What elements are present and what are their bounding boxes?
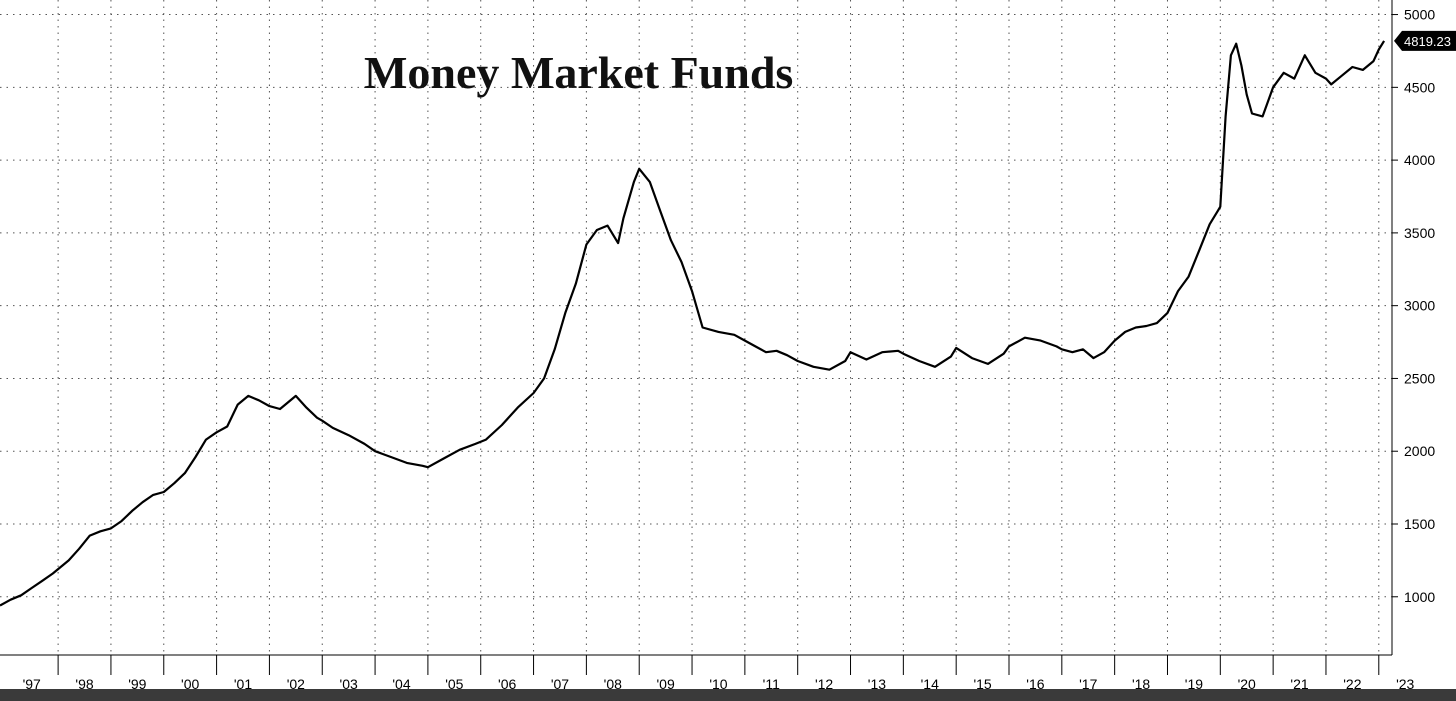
last-value-badge: 4819.23	[1394, 30, 1456, 51]
y-tick-label: 1500	[1404, 516, 1435, 532]
y-tick-label: 2500	[1404, 370, 1435, 386]
y-tick-label: 4500	[1404, 79, 1435, 95]
x-axis-ticks: '97 '98 '99 '00 '01 '02 '03 '04 '05 '06 '07 '08 '09 '…	[23, 655, 1415, 692]
x-tick-label: '21	[1290, 676, 1308, 692]
x-tick-label: '14	[921, 676, 939, 692]
x-tick-label: '17	[1079, 676, 1097, 692]
x-tick-label: '19	[1185, 676, 1203, 692]
y-tick-label: 1000	[1404, 589, 1435, 605]
y-axis-ticks: 1000 1500 2000 2500 3000 3500 4000 4500 5000	[1392, 7, 1435, 605]
x-tick-label: '01	[234, 676, 252, 692]
x-tick-label: '15	[973, 676, 991, 692]
y-tick-label: 3500	[1404, 225, 1435, 241]
x-tick-label: '13	[868, 676, 886, 692]
money-market-funds-line	[0, 40, 1386, 607]
x-tick-label: '10	[709, 676, 727, 692]
last-value-label: 4819.23	[1404, 34, 1451, 49]
y-tick-label: 3000	[1404, 298, 1435, 314]
x-tick-label: '03	[340, 676, 358, 692]
bottom-bar	[0, 689, 1456, 701]
x-tick-label: '08	[604, 676, 622, 692]
x-tick-label: '99	[128, 676, 146, 692]
x-tick-label: '20	[1238, 676, 1256, 692]
x-tick-label: '18	[1132, 676, 1150, 692]
x-tick-label: '05	[445, 676, 463, 692]
x-tick-label: '97	[23, 676, 41, 692]
x-tick-label: '02	[287, 676, 305, 692]
y-tick-label: 4000	[1404, 152, 1435, 168]
x-tick-label: '16	[1026, 676, 1044, 692]
y-tick-label: 2000	[1404, 443, 1435, 459]
x-tick-label: '06	[498, 676, 516, 692]
chart-title: Money Market Funds	[364, 47, 793, 98]
x-tick-label: '98	[75, 676, 93, 692]
last-value-box	[1394, 30, 1456, 51]
y-tick-label: 5000	[1404, 7, 1435, 23]
x-tick-label: '00	[181, 676, 199, 692]
x-tick-label: '04	[392, 676, 410, 692]
x-tick-label: '23	[1396, 676, 1414, 692]
x-tick-label: '12	[815, 676, 833, 692]
x-tick-label: '22	[1343, 676, 1361, 692]
x-tick-label: '09	[656, 676, 674, 692]
x-tick-label: '11	[763, 676, 780, 692]
x-tick-label: '07	[551, 676, 569, 692]
